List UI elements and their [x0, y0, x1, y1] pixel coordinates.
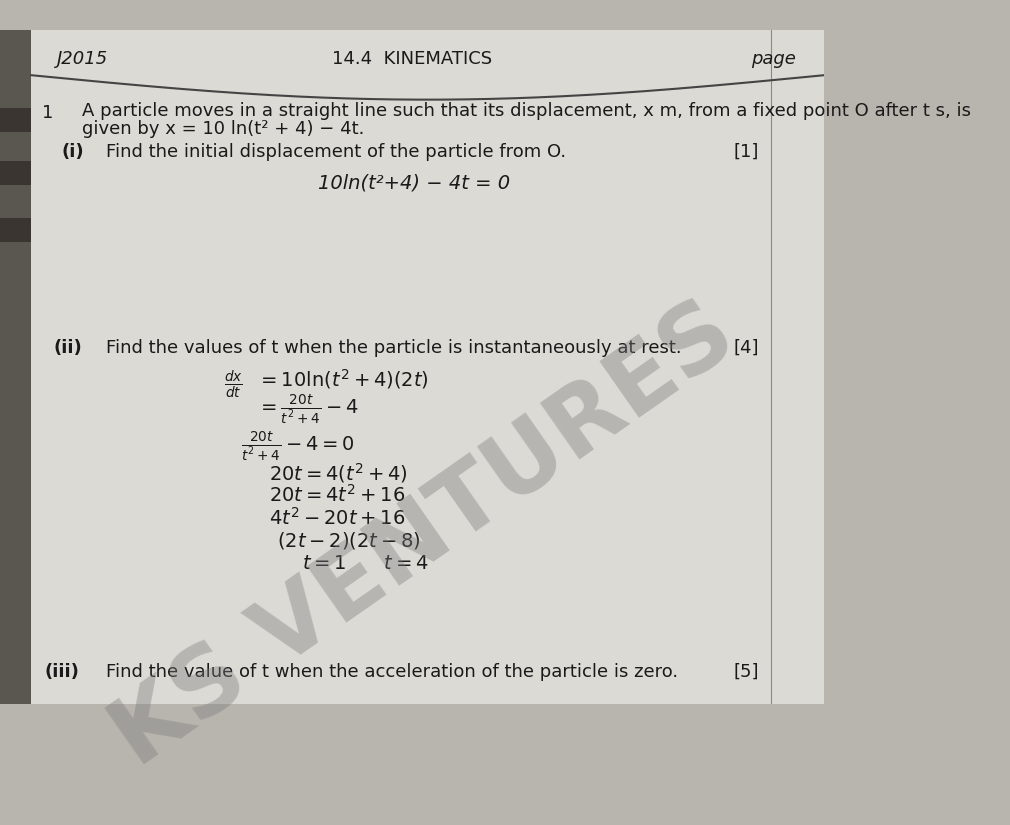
Text: Find the values of t when the particle is instantaneously at rest.: Find the values of t when the particle i… — [106, 339, 682, 356]
Text: $(2t-2)(2t-8)$: $(2t-2)(2t-8)$ — [278, 530, 421, 551]
Text: KS VENTURES: KS VENTURES — [96, 287, 752, 785]
Text: $20t = 4(t^2+4)$: $20t = 4(t^2+4)$ — [270, 461, 408, 485]
Text: $\frac{20t}{t^2+4} - 4 = 0$: $\frac{20t}{t^2+4} - 4 = 0$ — [240, 430, 355, 463]
Text: Find the initial displacement of the particle from O.: Find the initial displacement of the par… — [106, 143, 567, 161]
Text: given by x = 10 ln(t² + 4) − 4t.: given by x = 10 ln(t² + 4) − 4t. — [82, 120, 364, 138]
Text: (iii): (iii) — [44, 662, 80, 681]
Text: $t=1 \qquad t=4$: $t=1 \qquad t=4$ — [302, 554, 429, 573]
Text: 14.4  KINEMATICS: 14.4 KINEMATICS — [332, 50, 492, 68]
Text: [4]: [4] — [733, 339, 759, 356]
Text: 10ln(t²+4) − 4t = 0: 10ln(t²+4) − 4t = 0 — [318, 173, 510, 192]
Text: $4t^2-20t+16$: $4t^2-20t+16$ — [270, 507, 406, 529]
Text: $20t = 4t^2+16$: $20t = 4t^2+16$ — [270, 484, 406, 506]
Text: [5]: [5] — [733, 662, 759, 681]
Text: $\frac{dx}{dt}$: $\frac{dx}{dt}$ — [224, 369, 243, 401]
Text: page: page — [750, 50, 796, 68]
Text: [1]: [1] — [733, 143, 759, 161]
Text: (ii): (ii) — [54, 339, 82, 356]
Text: A particle moves in a straight line such that its displacement, x m, from a fixe: A particle moves in a straight line such… — [82, 102, 971, 120]
Text: $= \frac{20t}{t^2+4} - 4$: $= \frac{20t}{t^2+4} - 4$ — [258, 394, 359, 426]
Text: (i): (i) — [62, 143, 84, 161]
Text: J2015: J2015 — [58, 50, 108, 68]
Text: $= 10\mathrm{ln}(t^2+4)(2t)$: $= 10\mathrm{ln}(t^2+4)(2t)$ — [258, 367, 429, 391]
Bar — [0, 161, 31, 186]
Bar — [0, 31, 31, 704]
Text: Find the value of t when the acceleration of the particle is zero.: Find the value of t when the acceleratio… — [106, 662, 678, 681]
Bar — [0, 108, 31, 132]
Bar — [0, 218, 31, 243]
Text: 1: 1 — [42, 104, 54, 122]
